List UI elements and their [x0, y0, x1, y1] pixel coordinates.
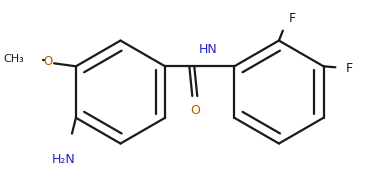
Text: CH₃: CH₃ — [4, 54, 24, 64]
Text: O: O — [190, 104, 200, 117]
Text: O: O — [44, 55, 53, 68]
Text: HN: HN — [198, 43, 217, 56]
Text: F: F — [289, 12, 296, 25]
Text: F: F — [345, 62, 352, 75]
Text: H₂N: H₂N — [52, 153, 76, 166]
